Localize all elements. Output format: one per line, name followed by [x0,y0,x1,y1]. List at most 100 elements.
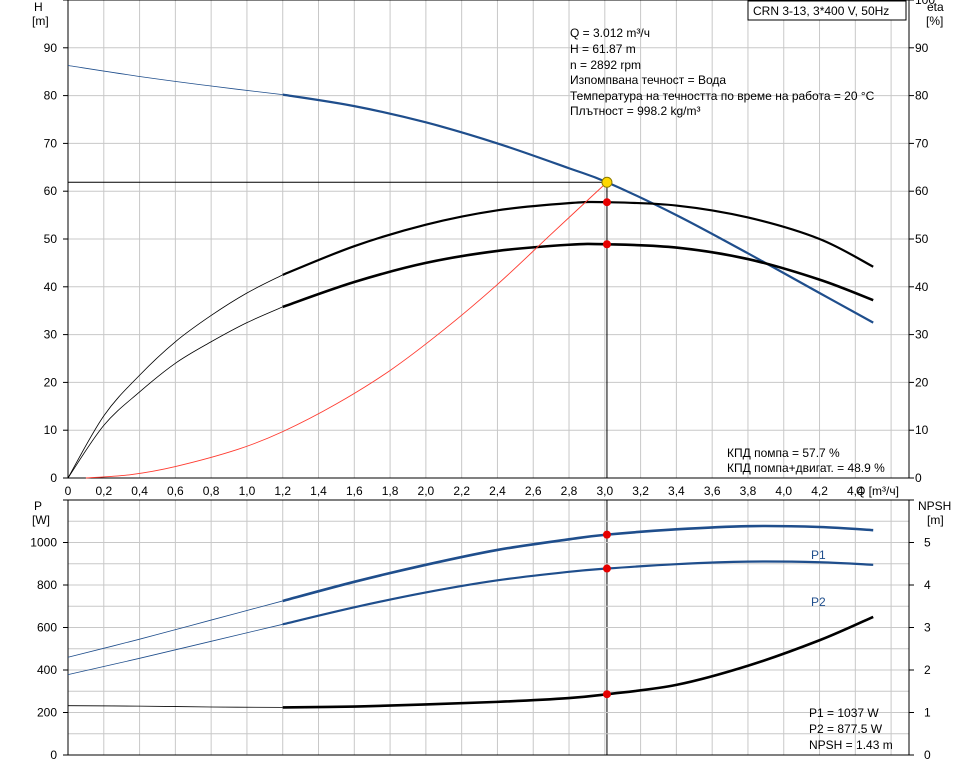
power-npsh-note: NPSH = 1.43 m [809,738,893,752]
lower-right-axis-label-line1: NPSH [918,499,951,513]
lower-operating-point [602,564,611,573]
upper-right-tick-label: 0 [915,471,922,485]
upper-panel: 0 0,2 0,4 0,6 0,8 1,0 1,2 1,4 1,6 1,8 2,0 2,2 2,4 2,6… [32,0,944,755]
power-p2-note: P2 = 877.5 W [809,722,883,736]
annotation-head: H = 61.87 m [570,42,636,56]
x-axis-label: Q [m³/ч] [856,484,899,498]
x-tick-label: 0 [65,484,72,498]
x-tick-label: 2,2 [453,484,470,498]
upper-right-tick-label: 100 [915,0,935,7]
annotation-flow: Q = 3.012 m³/ч [570,26,650,40]
upper-right-tick-label: 60 [915,184,929,198]
lower-right-tick-label: 4 [924,578,931,592]
upper-left-tick-label: 90 [44,41,58,55]
upper-operating-point [602,240,611,249]
lower-right-tick-label: 5 [924,536,931,550]
annotation-speed: n = 2892 rpm [570,58,641,72]
upper-left-tick-label: 60 [44,184,58,198]
power-notes: P1 = 1037 W P2 = 877.5 W NPSH = 1.43 m [809,706,893,752]
lower-left-tick-label: 200 [37,706,57,720]
lower-right-tick-label: 2 [924,663,931,677]
x-tick-label: 3,8 [740,484,757,498]
upper-left-tick-label: 20 [44,375,58,389]
upper-tick-labels: 0 0,2 0,4 0,6 0,8 1,0 1,2 1,4 1,6 1,8 2,0 2,2 2,4 2,6… [44,0,935,498]
upper-curve-eta_pump-extrapolated [67,274,283,479]
upper-left-tick-label: 70 [44,136,58,150]
upper-right-tick-label: 50 [915,232,929,246]
x-tick-label: 0,2 [95,484,112,498]
lower-left-tick-label: 400 [37,663,57,677]
x-tick-label: 2,8 [561,484,578,498]
annotation-liquid: Изпомпвана течност = Вода [570,73,726,87]
upper-right-tick-label: 10 [915,423,929,437]
x-tick-label: 1,8 [382,484,399,498]
lower-operating-points [602,530,611,699]
upper-left-axis-label-line1: H [34,0,43,14]
power-p1-note: P1 = 1037 W [809,706,879,720]
x-tick-label: 1,0 [239,484,256,498]
duty-annotations: Q = 3.012 m³/ч H = 61.87 m n = 2892 rpm … [570,26,875,118]
efficiency-notes: КПД помпа = 57.7 % КПД помпа+двигат. = 4… [727,446,885,475]
lower-grid [67,499,909,756]
lower-curve-P1 [282,524,874,603]
lower-left-tick-label: 600 [37,621,57,635]
lower-left-tick-label: 1000 [30,536,57,550]
model-title-box: CRN 3-13, 3*400 V, 50Hz [747,0,907,21]
upper-right-tick-label: 70 [915,136,929,150]
lower-tick-labels: 0 200 400 600 800 1000 0 1 2 3 4 5 [30,499,931,762]
upper-left-tick-label: 80 [44,89,58,103]
legend-p1: P1 [811,548,826,562]
efficiency-pump-note: КПД помпа = 57.7 % [727,446,840,460]
x-tick-label: 4,2 [811,484,828,498]
lower-operating-point [602,530,611,539]
lower-curve-NPSH-extrapolated [67,705,283,708]
upper-left-tick-label: 0 [50,471,57,485]
upper-left-tick-label: 50 [44,232,58,246]
x-tick-label: 3,2 [632,484,649,498]
efficiency-total-note: КПД помпа+двигат. = 48.9 % [727,461,885,475]
lower-operating-point [602,690,611,699]
upper-operating-point [602,198,611,207]
lower-series [67,524,874,709]
x-tick-label: 2,6 [525,484,542,498]
lower-curve-P2 [282,560,874,626]
upper-left-axis-label-line2: [m] [32,14,49,28]
upper-left-tick-label: 10 [44,423,58,437]
x-tick-label: 0,6 [167,484,184,498]
annotation-temperature: Температура на течността по време на раб… [570,89,875,103]
lower-right-tick-label: 1 [924,706,931,720]
lower-left-tick-label: 800 [37,578,57,592]
x-tick-label: 3,4 [668,484,685,498]
x-tick-label: 2,4 [489,484,506,498]
upper-left-tick-label: 30 [44,328,58,342]
x-tick-label: 0,8 [203,484,220,498]
x-tick-label: 4,4 [847,484,864,498]
annotation-density: Плътност = 998.2 kg/m³ [570,104,700,118]
x-tick-label: 4,0 [775,484,792,498]
upper-right-tick-label: 30 [915,328,929,342]
upper-curve-eta_total-extrapolated [67,306,283,479]
upper-right-tick-label: 40 [915,280,929,294]
upper-grid [67,0,909,479]
lower-curve-P2-extrapolated [67,623,283,676]
legend-p2: P2 [811,595,826,609]
x-tick-label: 1,2 [274,484,291,498]
lower-left-tick-label: 0 [50,748,57,762]
lower-panel: 0 200 400 600 800 1000 0 1 2 3 4 5 P [W] NPSH [m] P… [30,499,951,762]
lower-right-tick-label: 3 [924,621,931,635]
upper-right-axis-label-line2: [%] [926,14,943,28]
upper-curve-eta_pump [282,200,874,276]
x-tick-label: 1,6 [346,484,363,498]
upper-right-tick-label: 80 [915,89,929,103]
upper-operating-points [601,176,613,249]
lower-curve-P1-extrapolated [67,600,283,658]
upper-series [67,65,874,755]
duty-point-marker [601,176,613,188]
upper-right-tick-label: 20 [915,375,929,389]
lower-curve-NPSH [282,615,874,709]
lower-left-axis-label-line2: [W] [32,513,50,527]
model-title: CRN 3-13, 3*400 V, 50Hz [753,4,889,18]
upper-right-tick-label: 90 [915,41,929,55]
upper-curve-eta_total [282,242,874,309]
lower-right-axis-label-line2: [m] [927,513,944,527]
